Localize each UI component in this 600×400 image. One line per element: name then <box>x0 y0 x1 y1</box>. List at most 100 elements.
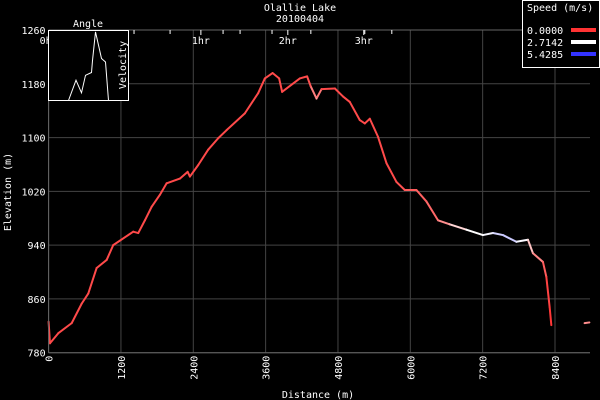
profile-segment <box>57 322 73 335</box>
profile-segment <box>481 232 494 237</box>
inset-frame <box>48 30 129 101</box>
profile-point <box>278 77 280 80</box>
profile-point <box>244 112 246 115</box>
profile-segment <box>342 95 351 103</box>
profile-point <box>448 223 451 226</box>
profile-point <box>112 244 115 246</box>
profile-segment <box>385 162 398 183</box>
x-tick-label: 4800 <box>334 356 345 380</box>
profile-point <box>363 122 366 125</box>
x-tick-label: 1200 <box>117 356 128 380</box>
inset-line <box>68 31 109 101</box>
profile-point <box>150 206 153 208</box>
legend-entry-label: 0.0000 <box>527 26 563 37</box>
profile-point <box>492 232 494 234</box>
legend-swatch <box>571 28 596 32</box>
profile-point <box>320 88 323 90</box>
profile-segment <box>315 88 323 100</box>
profile-point <box>49 342 51 345</box>
profile-segment <box>225 112 246 132</box>
profile-point <box>281 91 283 93</box>
profile-segment <box>197 148 210 167</box>
profile-point <box>425 200 428 203</box>
profile-point <box>309 85 312 88</box>
profile-segment <box>95 258 108 269</box>
inset-chart: Angle Velocity <box>48 19 129 101</box>
profile-segment <box>395 180 406 192</box>
x-axis-label: Distance (m) <box>282 390 354 400</box>
elevation-profile <box>47 72 591 345</box>
time-label: 3hr <box>355 36 373 47</box>
profile-segment <box>112 230 135 247</box>
profile-point <box>348 101 351 103</box>
profile-segment <box>105 244 115 261</box>
profile-point <box>515 240 518 243</box>
profile-point <box>395 181 398 183</box>
profile-segment <box>263 72 274 80</box>
profile-point <box>105 259 108 261</box>
x-tick-label: 0 <box>45 356 56 362</box>
x-tick-label: 3600 <box>262 356 273 380</box>
profile-point <box>342 95 344 98</box>
profile-segment <box>515 238 529 243</box>
profile-segment <box>188 164 200 178</box>
legend-swatch <box>571 52 596 56</box>
profile-point <box>257 92 259 94</box>
profile-segment <box>207 137 220 151</box>
profile-segment <box>545 275 551 308</box>
profile-segment <box>178 170 189 180</box>
profile-segment <box>491 232 504 237</box>
chart-subtitle: 20100404 <box>276 14 324 25</box>
profile-point <box>299 77 301 80</box>
profile-point <box>179 177 181 180</box>
profile-point <box>542 261 544 263</box>
profile-point <box>197 164 199 166</box>
legend-swatch <box>571 40 596 44</box>
profile-segment <box>281 77 301 93</box>
profile-segment <box>165 177 181 185</box>
legend-frame <box>522 0 600 68</box>
y-tick-label: 860 <box>28 295 46 306</box>
y-axis-label: Elevation (m) <box>3 153 14 231</box>
inset-side-label: Velocity <box>118 41 129 89</box>
profile-segment <box>298 75 309 80</box>
profile-point <box>80 302 83 305</box>
y-tick-label: 940 <box>28 241 46 252</box>
profile-segment <box>358 119 366 125</box>
profile-point <box>189 175 191 178</box>
profile-segment <box>150 193 161 208</box>
profile-segment <box>217 129 228 140</box>
profile-point <box>271 72 274 74</box>
x-tick-label: 8400 <box>551 356 562 380</box>
profile-segment <box>526 238 534 255</box>
profile-point <box>377 136 379 138</box>
profile-point <box>315 97 318 100</box>
profile-point <box>369 117 371 120</box>
profile-segment <box>70 302 83 325</box>
legend-title: Speed (m/s) <box>527 3 593 14</box>
profile-segment <box>87 266 98 295</box>
x-tick-label: 7200 <box>479 356 490 380</box>
time-label: 1hr <box>192 36 210 47</box>
profile-point <box>550 324 553 326</box>
profile-point <box>217 137 219 140</box>
profile-point <box>415 189 418 191</box>
profile-segment <box>363 117 371 125</box>
profile-point <box>334 87 336 90</box>
profile-segment <box>143 205 153 222</box>
profile-segment <box>501 234 518 243</box>
profile-segment <box>257 77 266 95</box>
profile-segment <box>377 135 388 165</box>
profile-segment <box>415 189 428 203</box>
profile-segment <box>306 75 312 88</box>
profile-segment <box>465 228 484 237</box>
inset-title: Angle <box>73 19 103 30</box>
profile-segment <box>320 87 336 91</box>
profile-point <box>437 219 439 222</box>
legend-entry-label: 2.7142 <box>527 38 563 49</box>
profile-point <box>137 232 140 234</box>
profile-segment <box>436 219 451 226</box>
profile-point <box>403 189 406 191</box>
